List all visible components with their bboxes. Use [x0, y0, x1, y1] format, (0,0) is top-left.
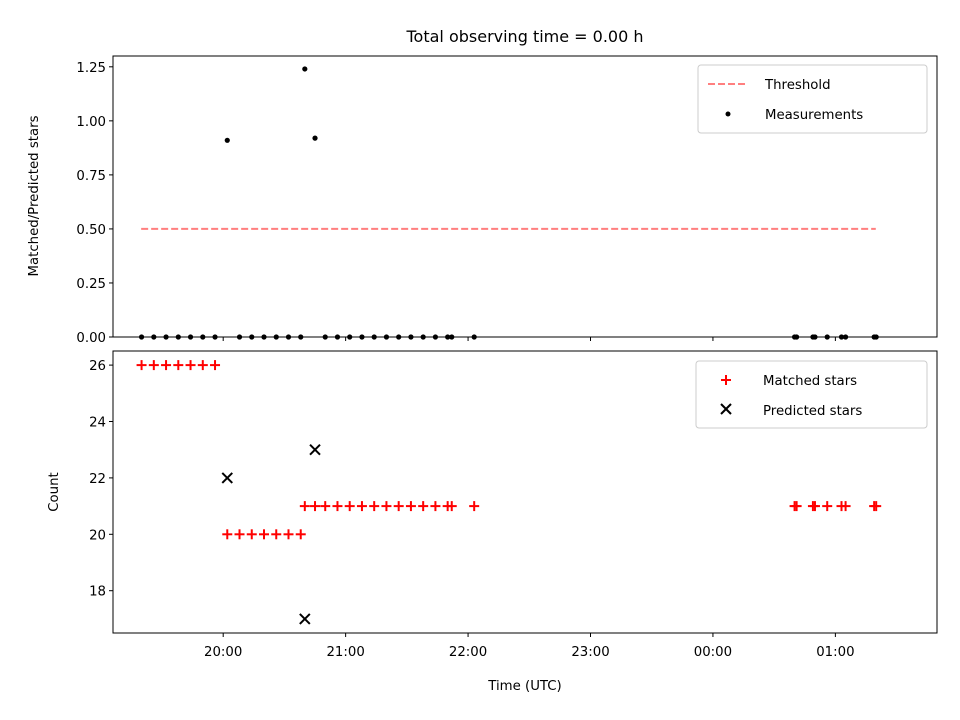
x-axis-label: Time (UTC) [487, 679, 562, 694]
predicted-star-stroke-b [221, 472, 233, 484]
top-legend-box [697, 64, 928, 134]
legend-measurements-label: Measurements [765, 108, 863, 123]
bottom-y-tick-label: 24 [89, 416, 106, 431]
legend-threshold-label: Threshold [764, 78, 831, 93]
bottom-legend-box [695, 360, 928, 429]
matched-star-marker [246, 529, 257, 540]
matched-star-marker [173, 360, 184, 371]
matched-star-marker [393, 501, 404, 512]
matched-star-marker [185, 360, 196, 371]
matched-star-marker [344, 501, 355, 512]
matched-star-marker [210, 360, 221, 371]
predicted-star-stroke-b [309, 443, 321, 456]
bottom-plot-area: 18 20 22 24 26 20:00 21:00 22:00 23:00 00:00 01:00 [89, 359, 882, 660]
top-y-axis-label: Matched/Predicted stars [27, 115, 42, 276]
matched-star-marker [197, 360, 208, 371]
top-y-tick-label: 0.50 [76, 223, 106, 238]
matched-star-marker [222, 529, 233, 540]
matched-star-marker [234, 529, 245, 540]
bottom-x-tick-label: 21:00 [326, 645, 364, 660]
bottom-x-tick-label: 01:00 [816, 645, 854, 660]
bottom-x-tick-label: 22:00 [449, 645, 487, 660]
top-y-tick-label: 1.25 [76, 61, 106, 76]
predicted-star-marker [221, 472, 233, 484]
matched-star-marker [320, 501, 331, 512]
matched-star-marker [791, 501, 802, 512]
matched-star-marker [332, 501, 343, 512]
predicted-star-marker [299, 613, 311, 625]
matched-star-marker [840, 501, 851, 512]
chart-title: Total observing time = 0.00 h [405, 27, 643, 46]
matched-star-marker [136, 360, 147, 371]
bottom-x-tick-label: 20:00 [204, 645, 242, 660]
matched-star-marker [469, 501, 480, 512]
bottom-y-tick-label: 20 [89, 528, 106, 543]
matched-star-marker [430, 501, 441, 512]
measurement-point [302, 66, 308, 72]
matched-star-marker [295, 529, 306, 540]
bottom-x-tick-label: 23:00 [571, 645, 609, 660]
legend-predicted-label: Predicted stars [763, 404, 862, 419]
top-y-tick-label: 0.25 [76, 277, 106, 292]
bottom-plot-frame [112, 350, 938, 634]
matched-star-marker [259, 529, 270, 540]
matched-star-marker [446, 501, 457, 512]
measurement-point [312, 135, 318, 141]
matched-star-marker [871, 501, 882, 512]
matched-star-marker [418, 501, 429, 512]
bottom-legend: Matched stars Predicted stars [695, 360, 928, 429]
bottom-y-tick-label: 26 [89, 359, 106, 374]
legend-predicted-swatch [720, 403, 732, 415]
matched-star-marker [283, 529, 294, 540]
legend-matched-swatch [721, 375, 731, 385]
matched-star-marker [356, 501, 367, 512]
matched-star-marker [299, 501, 310, 512]
bottom-y-tick-label: 22 [89, 472, 106, 487]
top-y-tick-label: 0.75 [76, 169, 106, 184]
matched-star-marker [271, 529, 282, 540]
bottom-y-axis-label: Count [47, 472, 62, 512]
matched-star-marker [369, 501, 380, 512]
matched-star-marker [148, 360, 159, 371]
bottom-x-tick-label: 00:00 [694, 645, 732, 660]
top-plot-frame [112, 55, 938, 338]
bottom-y-tick-label: 18 [89, 585, 106, 600]
top-legend: Threshold Measurements [697, 64, 928, 134]
predicted-star-stroke-b [299, 613, 311, 625]
top-plot-area: 0.00 0.25 0.50 0.75 1.00 1.25 [76, 61, 879, 346]
top-y-tick-label: 1.00 [76, 115, 106, 130]
matched-star-marker [310, 501, 321, 512]
matched-star-marker [809, 501, 820, 512]
measurement-point [224, 137, 230, 143]
legend-matched-label: Matched stars [763, 374, 857, 389]
top-y-tick-label: 0.00 [76, 331, 106, 346]
legend-measurements-swatch [725, 111, 731, 117]
matched-star-marker [822, 501, 833, 512]
matched-star-marker [405, 501, 416, 512]
matched-star-marker [381, 501, 392, 512]
predicted-star-marker [309, 443, 321, 456]
matched-star-marker [161, 360, 172, 371]
